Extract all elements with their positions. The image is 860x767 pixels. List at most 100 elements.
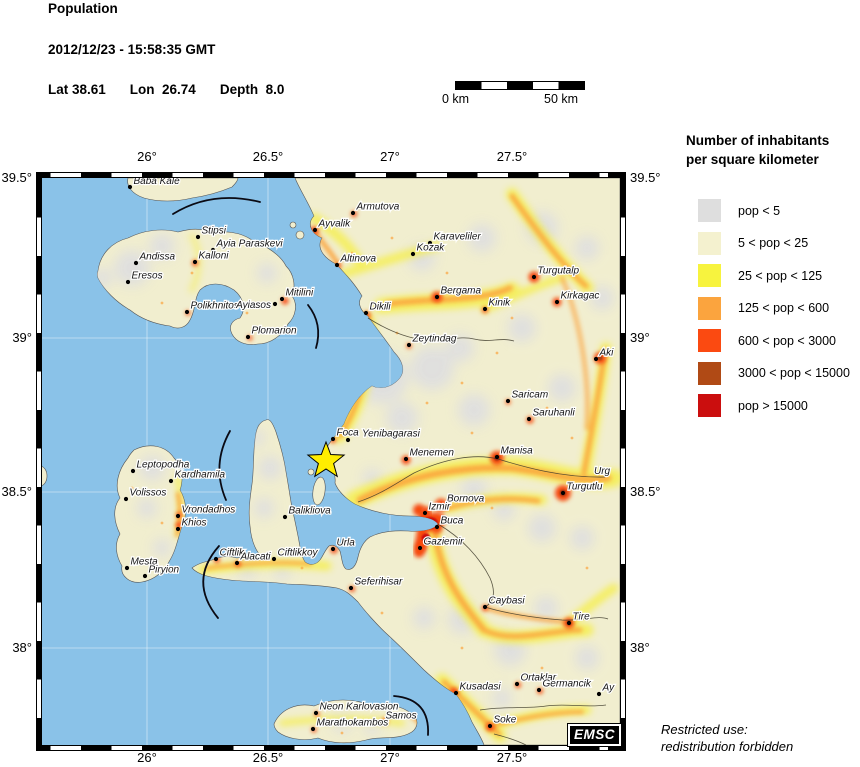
city-dot xyxy=(330,436,336,442)
city-dot xyxy=(272,301,278,307)
city-dot xyxy=(505,398,511,404)
city-dot xyxy=(427,240,433,246)
city-dot xyxy=(330,546,336,552)
city-label: Mitilini xyxy=(286,288,315,299)
city-label: Kusadasi xyxy=(460,682,502,693)
city-label: Turgutlu xyxy=(567,482,603,493)
city-dot xyxy=(410,251,416,257)
city-dot xyxy=(560,490,566,496)
map: 26° 26.5° 27° 27.5° 26° 26.5° 27° 27.5° 39.5° 3… xyxy=(1,149,660,765)
axis-label: 39.5° xyxy=(630,169,661,185)
city-dot xyxy=(127,184,133,190)
city-dot xyxy=(175,513,181,519)
city-label: Menemen xyxy=(410,448,455,459)
city-label: Khios xyxy=(182,518,207,529)
axis-label: 26° xyxy=(137,149,157,164)
legend-item: pop < 5 xyxy=(698,199,850,222)
axis-label: 27.5° xyxy=(496,149,528,164)
city-label: Urg xyxy=(594,466,611,477)
city-label: Samos xyxy=(386,711,417,722)
city-label: Caybasi xyxy=(489,596,526,607)
city-label: Ayvalik xyxy=(318,219,352,230)
axis-label: 38° xyxy=(12,639,32,655)
city-dot xyxy=(124,565,130,571)
axis-label: 27° xyxy=(380,149,400,164)
fault-arcs xyxy=(172,197,429,736)
city-label: Vrondadhos xyxy=(182,505,236,516)
axis-label: 39° xyxy=(12,329,32,345)
lon-value: Lon 26.74 xyxy=(129,82,196,97)
map-frame-bottom xyxy=(36,745,626,751)
city-label: Kalloni xyxy=(199,251,230,262)
city-dot xyxy=(123,496,129,502)
city-dot xyxy=(348,585,354,591)
city-dot xyxy=(312,227,318,233)
legend-item: 600 < pop < 3000 xyxy=(698,329,850,352)
city-label: Kozak xyxy=(417,243,446,254)
legend-swatch xyxy=(698,296,721,320)
city-dot xyxy=(130,468,136,474)
city-dot xyxy=(245,334,251,340)
legend-title-line2: per square kilometer xyxy=(686,152,819,167)
legend-label: 25 < pop < 125 xyxy=(738,268,823,283)
city-label: Karaveliler xyxy=(434,232,482,243)
city-dot xyxy=(379,719,385,725)
city-dot xyxy=(453,690,459,696)
legend-item: 25 < pop < 125 xyxy=(698,264,850,287)
city-label: Plomarion xyxy=(252,326,297,337)
city-dot xyxy=(279,296,285,302)
axis-label: 26.5° xyxy=(252,149,284,164)
axis-label: 38.5° xyxy=(630,483,661,499)
legend-swatch xyxy=(698,231,721,255)
city-label: Piryion xyxy=(149,565,180,576)
city-dot xyxy=(168,478,174,484)
city-label: Manisa xyxy=(501,446,534,457)
city-dot xyxy=(403,456,409,462)
city-dot xyxy=(554,299,560,305)
legend-item: 5 < pop < 25 xyxy=(698,231,850,255)
city-label: Kardhamila xyxy=(175,470,226,481)
page-title: Population xyxy=(48,1,118,16)
axis-label: 39° xyxy=(630,329,650,345)
city-dot xyxy=(436,502,442,508)
city-label: Saricam xyxy=(512,390,549,401)
city-label: Bornova xyxy=(447,494,485,505)
city-dot xyxy=(487,723,493,729)
legend-label: 3000 < pop < 15000 xyxy=(738,366,850,380)
legend-label: pop > 15000 xyxy=(738,398,808,413)
city-label: Bergama xyxy=(441,286,482,297)
population-density-map: Baba Kale Stipsi Ayia Paraskevi Andissa Kall… xyxy=(42,178,620,745)
city-label: Eresos xyxy=(132,271,163,282)
legend-title-line1: Number of inhabitants xyxy=(686,133,830,148)
city-dot xyxy=(350,210,356,216)
map-frame-top xyxy=(36,172,626,178)
event-coordinates: Lat 38.61 Lon 26.74 Depth 8.0 xyxy=(48,82,308,97)
city-dot xyxy=(142,573,148,579)
city-label: Izmir xyxy=(429,502,451,513)
lat-value: Lat 38.61 xyxy=(48,82,106,97)
city-dot xyxy=(596,691,602,697)
epicenter-star xyxy=(306,440,346,478)
city-label: Zeytindag xyxy=(412,334,457,345)
city-dot xyxy=(531,274,537,280)
city-label: Polikhnitos xyxy=(191,301,239,312)
city-label: Stipsi xyxy=(202,226,227,237)
city-dot xyxy=(310,726,316,732)
city-label: Leptopodha xyxy=(137,460,190,471)
legend-items: pop < 5 5 < pop < 25 25 < pop < 125 125 < p… xyxy=(698,199,850,417)
legend-item: 3000 < pop < 15000 xyxy=(698,361,850,385)
city-dot xyxy=(494,454,500,460)
city-label: Neon Karlovasion xyxy=(320,702,399,713)
axis-label: 27° xyxy=(380,750,400,765)
restricted-line1: Restricted use: xyxy=(661,722,748,737)
city-label: Ayia Paraskevi xyxy=(216,239,284,250)
city-label: Ayiasos xyxy=(235,300,271,311)
axis-bottom: 26° 26.5° 27° 27.5° xyxy=(42,750,620,766)
city-dot xyxy=(566,620,572,626)
axis-label: 39.5° xyxy=(1,169,32,185)
city-dot xyxy=(184,309,190,315)
epicenter-layer xyxy=(306,440,346,478)
city-dot xyxy=(434,524,440,530)
city-label: Andissa xyxy=(139,252,176,263)
city-label: Kirkagac xyxy=(561,291,600,302)
